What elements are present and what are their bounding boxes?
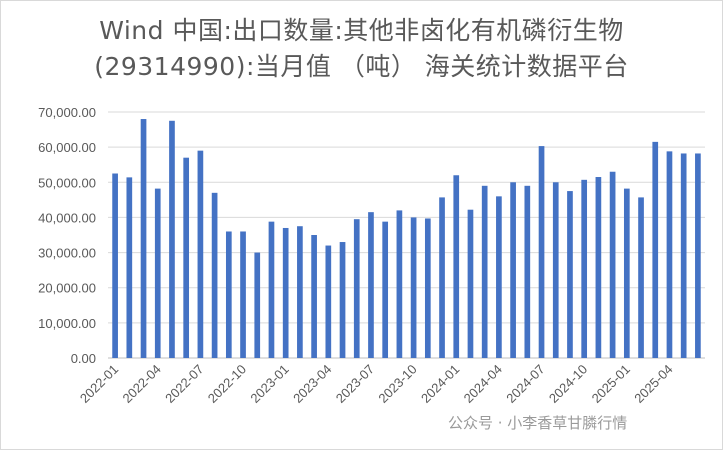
bar — [254, 252, 261, 358]
bar — [652, 141, 659, 358]
y-tick-label: 60,000.00 — [38, 140, 96, 155]
x-tick-label: 2024-10 — [546, 362, 590, 406]
bar — [467, 209, 474, 358]
x-tick-label: 2022-04 — [120, 362, 164, 406]
y-axis: 0.00 10,000.00 20,000.00 30,000.00 40,000.00… — [38, 105, 96, 366]
bar — [567, 191, 573, 358]
bars — [112, 119, 701, 359]
bar — [439, 197, 445, 358]
bar — [666, 151, 673, 358]
bar — [695, 153, 701, 358]
bar — [311, 235, 317, 358]
chart-title-line1: Wind 中国:出口数量:其他非卤化有机磷衍生物 — [99, 16, 624, 45]
chart-title-line2: (29314990):当月值 （吨） 海关统计数据平台 — [94, 52, 629, 81]
bar — [211, 192, 218, 358]
bar — [112, 173, 118, 358]
gridlines — [108, 111, 705, 359]
bar — [453, 175, 460, 358]
x-tick-label: 2023-10 — [375, 362, 419, 406]
bar — [154, 188, 161, 358]
x-tick-label: 2023-01 — [247, 362, 291, 406]
y-tick-label: 20,000.00 — [38, 281, 96, 296]
x-tick-label: 2022-01 — [77, 362, 121, 406]
bar — [510, 182, 516, 358]
y-tick-label: 0.00 — [71, 351, 96, 366]
y-tick-label: 40,000.00 — [38, 210, 96, 225]
bar — [595, 177, 602, 358]
y-tick-label: 10,000.00 — [38, 316, 96, 331]
bar — [538, 146, 545, 358]
bar — [680, 153, 687, 358]
bar — [268, 221, 275, 358]
bar — [282, 227, 289, 358]
bar — [140, 119, 147, 359]
x-tick-label: 2023-04 — [290, 362, 334, 406]
y-tick-label: 50,000.00 — [38, 175, 96, 190]
bar — [325, 245, 332, 358]
bar — [496, 196, 502, 358]
x-tick-label: 2022-10 — [205, 362, 249, 406]
x-tick-label: 2022-07 — [162, 362, 206, 406]
x-tick-label: 2025-01 — [589, 362, 633, 406]
bar — [183, 157, 190, 358]
bar — [297, 226, 303, 358]
y-tick-label: 70,000.00 — [38, 105, 96, 120]
bar — [410, 217, 417, 358]
bar — [623, 188, 630, 358]
x-tick-label: 2024-01 — [418, 362, 462, 406]
bar — [638, 197, 644, 358]
bar — [581, 179, 588, 358]
bar — [524, 185, 531, 358]
bar — [240, 231, 246, 358]
bar — [396, 210, 403, 358]
bar — [368, 212, 374, 358]
x-tick-label: 2023-07 — [333, 362, 377, 406]
bar — [225, 231, 232, 358]
bar — [552, 182, 559, 358]
watermark-text: 公众号 · 小李香草甘膦行情 — [448, 414, 628, 432]
bar — [197, 150, 204, 358]
x-tick-label: 2024-07 — [503, 362, 547, 406]
bar — [126, 177, 133, 358]
bar — [424, 218, 431, 358]
bar — [353, 219, 360, 358]
x-tick-label: 2024-04 — [461, 362, 505, 406]
x-axis: 2022-012022-042022-072022-102023-012023-… — [77, 362, 676, 406]
bar — [339, 242, 346, 358]
y-tick-label: 30,000.00 — [38, 246, 96, 261]
x-tick-label: 2025-04 — [631, 362, 675, 406]
bar — [609, 171, 616, 358]
bar — [481, 185, 488, 358]
bar — [382, 221, 389, 358]
bar — [169, 120, 175, 359]
